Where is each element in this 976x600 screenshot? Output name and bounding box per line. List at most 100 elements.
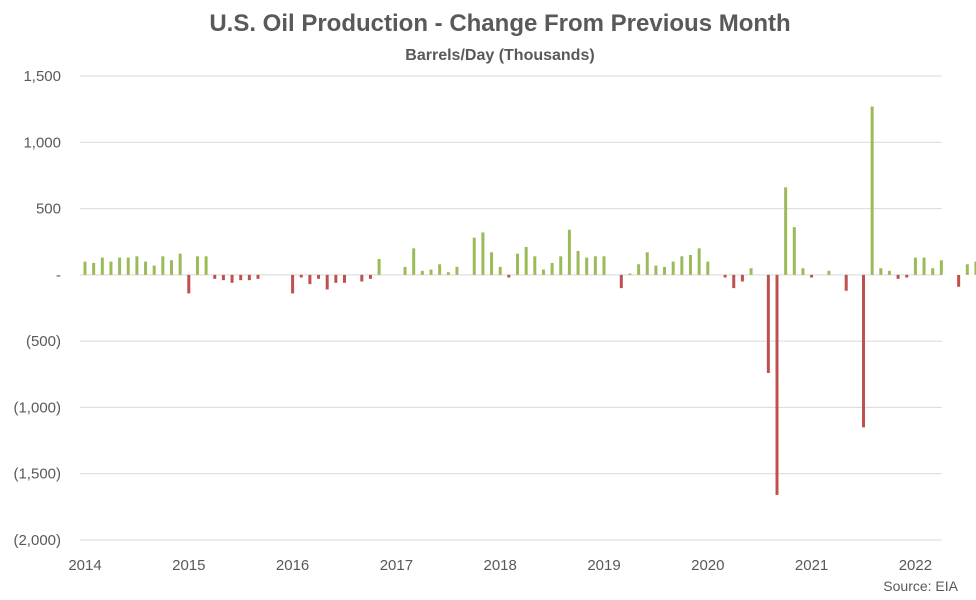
y-tick-label: 500 [36,201,61,218]
bar [438,264,442,275]
bar [862,274,865,428]
bar [775,274,779,495]
bar [663,266,667,275]
bar [844,274,848,291]
bar [784,187,788,275]
bar [239,274,243,281]
bar [723,274,727,278]
bar [187,274,191,294]
bar [740,274,744,282]
bar [221,274,225,281]
bar [161,256,165,275]
bar [325,274,329,290]
bar [299,274,303,278]
bar [671,261,675,275]
bar [749,268,753,275]
bar [403,266,407,275]
bar [429,269,433,275]
bar [472,237,476,275]
bar [360,274,364,282]
bar [619,274,623,289]
bar [368,274,372,279]
bar [706,261,710,275]
x-tick-label: 2014 [68,557,101,574]
bar [533,256,537,275]
bar [247,274,251,281]
bar [559,256,563,275]
x-tick-label: 2018 [484,557,517,574]
bar [446,272,450,275]
bar [308,274,312,285]
bar [118,257,122,275]
bar [204,256,208,275]
chart-source: Source: EIA [883,578,958,594]
chart-title: U.S. Oil Production - Change From Previo… [209,10,791,37]
bar [637,264,641,275]
y-axis-tick-labels: 1,500 1,000 500 - (500) (1,000) (1,500) (2,000) [13,68,61,549]
x-tick-label: 2015 [172,557,205,574]
bar [974,261,976,275]
bar [420,270,424,275]
x-tick-label: 2020 [691,557,724,574]
bar [230,274,234,283]
bar [931,268,935,275]
x-tick-label: 2021 [795,557,828,574]
bar [524,247,528,275]
y-tick-label: (1,000) [13,399,61,416]
bar [256,274,260,279]
bar [498,266,502,275]
bar [213,274,217,279]
bar [507,274,511,278]
bar [957,274,961,287]
bar [126,257,130,275]
bars [83,106,976,495]
bar [732,274,736,289]
bar [913,257,917,275]
grid-lines [80,75,942,541]
bar [689,254,692,275]
bar [109,261,113,275]
x-tick-label: 2019 [587,557,620,574]
bar [83,261,87,275]
bar [576,250,580,275]
chart-subtitle: Barrels/Day (Thousands) [405,47,595,64]
bar [412,248,416,275]
bar [887,270,891,275]
bar [810,274,814,278]
bar [766,274,770,373]
bar [490,252,494,275]
bar [680,256,684,275]
bar [152,265,156,275]
bar [939,260,943,275]
bar [870,106,874,275]
bar [455,266,459,275]
y-tick-label: (2,000) [13,532,61,549]
y-tick-label: - [56,267,61,284]
bar [377,258,381,275]
bar [317,274,321,279]
bar [593,256,597,275]
bar [550,262,554,275]
bar [92,262,96,275]
bar [602,256,606,275]
bar [170,260,173,275]
y-tick-label: (500) [26,333,61,350]
bar [195,256,199,275]
bar [905,274,909,278]
bar [516,253,519,275]
bar [178,253,182,275]
bar [567,229,571,275]
y-tick-label: 1,500 [23,68,61,85]
x-tick-label: 2016 [276,557,309,574]
bar [896,274,900,279]
bar [965,264,969,275]
bar [645,252,649,275]
bar [922,257,926,275]
bar [585,257,589,275]
bar [144,261,148,275]
bar [135,256,139,275]
bar [334,274,338,283]
bar [541,269,545,275]
